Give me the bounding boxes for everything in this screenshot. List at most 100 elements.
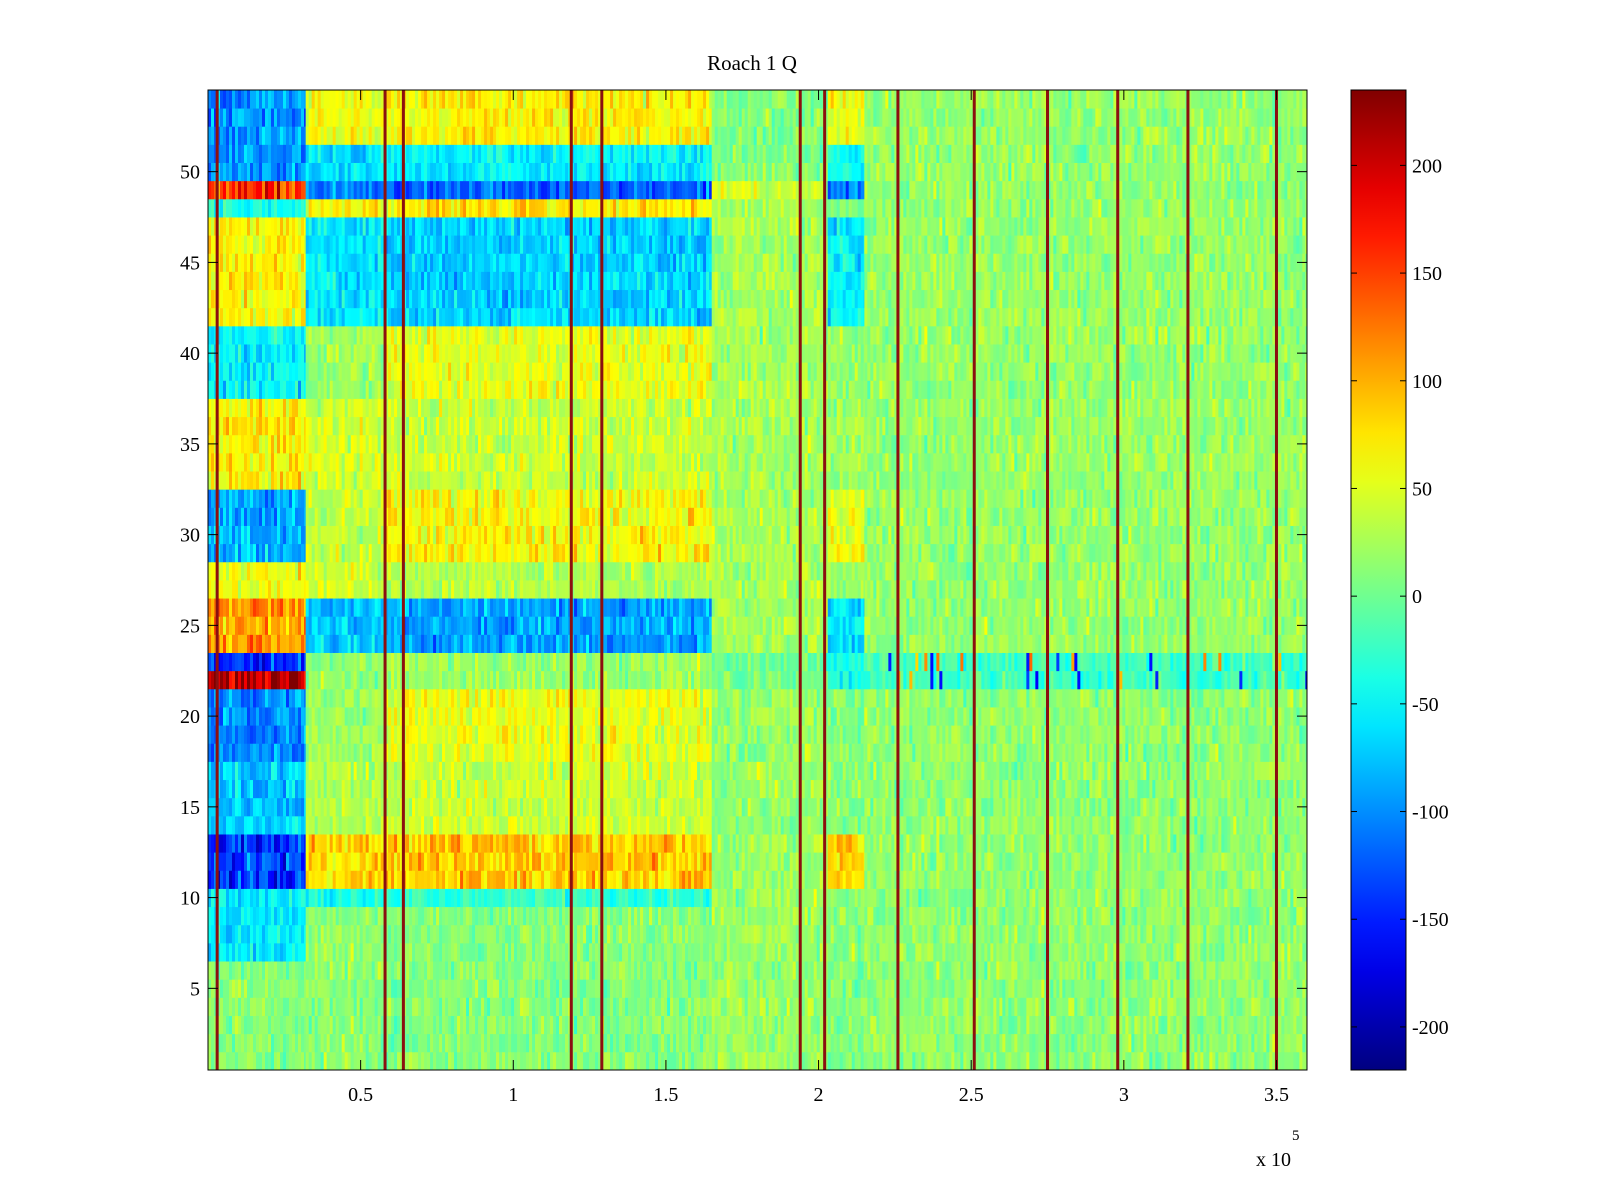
heatmap-cell [232,598,236,617]
heatmap-cell [391,942,395,962]
heatmap-cell [448,108,452,127]
heatmap-cell [472,1051,476,1071]
heatmap-cell [265,1051,269,1071]
heatmap-cell [418,598,422,617]
heatmap-cell [244,325,248,345]
heatmap-cell [314,543,319,563]
heatmap-cell [394,942,398,962]
heatmap-cell [359,834,364,853]
heatmap-cell [362,779,367,799]
heatmap-cell [430,634,434,653]
heatmap-cell [268,1033,272,1053]
heatmap-cell [244,688,248,708]
heatmap-cell [478,108,482,127]
heatmap-cell [308,598,313,617]
heatmap-cell [338,888,343,908]
heatmap-cell [478,471,482,490]
heatmap-cell [439,289,443,309]
heatmap-cell [391,1051,395,1071]
heatmap-cell [350,162,355,182]
heatmap-cell [226,688,230,708]
heatmap-cell [292,452,296,472]
heatmap-cell [232,180,236,200]
heatmap-cell [295,144,299,163]
heatmap-cell [463,362,467,381]
heatmap-cell [250,416,254,436]
heatmap-cell [463,217,467,236]
heatmap-cell [320,870,325,889]
heatmap-cell [335,616,340,635]
heatmap-cell [329,852,334,871]
heatmap-cell [211,834,215,853]
heatmap-cell [427,815,431,835]
heatmap-cell [274,180,278,200]
heatmap-cell [451,525,455,545]
heatmap-cell [220,108,224,127]
heatmap-cell [274,434,278,454]
heatmap-cell [283,670,287,690]
heatmap-cell [277,126,281,145]
heatmap-cell [377,598,382,617]
heatmap-cell [320,616,325,635]
heatmap-cell [436,198,440,218]
heatmap-cell [283,652,287,672]
heatmap-cell [289,888,293,908]
heatmap-cell [460,416,464,436]
heatmap-cell [359,217,364,236]
heatmap-cell [436,162,440,182]
heatmap-cell [229,779,233,799]
heatmap-cell [317,489,322,508]
heatmap-cell [314,580,319,599]
heatmap-cell [226,471,230,490]
heatmap-cell [436,235,440,254]
heatmap-cell [235,1015,239,1035]
heatmap-cell [232,489,236,508]
heatmap-cell [478,217,482,236]
heatmap-cell [289,942,293,962]
heatmap-cell [454,797,458,817]
heatmap-cell [298,725,302,744]
heatmap-cell [448,416,452,436]
heatmap-cell [478,525,482,545]
heatmap-cell [427,725,431,744]
heatmap-cell [301,815,305,835]
heatmap-cell [365,580,370,599]
heatmap-cell [388,471,392,490]
heatmap-cell [208,997,212,1016]
heatmap-cell [397,852,401,871]
heatmap-cell [454,416,458,436]
heatmap-cell [454,180,458,200]
heatmap-cell [397,779,401,799]
heatmap-cell [415,961,419,980]
heatmap-cell [445,253,449,272]
heatmap-cell [241,325,245,345]
heatmap-cell [415,652,419,672]
heatmap-cell [211,688,215,708]
heatmap-cell [292,217,296,236]
heatmap-cell [481,997,485,1016]
heatmap-cell [323,235,328,254]
heatmap-cell [341,180,346,200]
heatmap-cell [377,834,382,853]
heatmap-cell [229,652,233,672]
heatmap-cell [208,471,212,490]
heatmap-cell [289,543,293,563]
heatmap-cell [283,979,287,998]
heatmap-cell [232,543,236,563]
heatmap-cell [292,235,296,254]
heatmap-cell [286,126,290,145]
heatmap-cell [344,271,349,291]
heatmap-cell [332,144,337,163]
heatmap-cell [388,888,392,908]
heatmap-cell [226,598,230,617]
heatmap-cell [308,888,313,908]
heatmap-cell [241,852,245,871]
heatmap-cell [344,725,349,744]
heatmap-cell [481,924,485,944]
heatmap-cell [229,997,233,1016]
heatmap-cell [271,942,275,962]
heatmap-cell [347,979,352,998]
heatmap-cell [400,761,404,781]
heatmap-cell [478,452,482,472]
heatmap-cell [391,634,395,653]
